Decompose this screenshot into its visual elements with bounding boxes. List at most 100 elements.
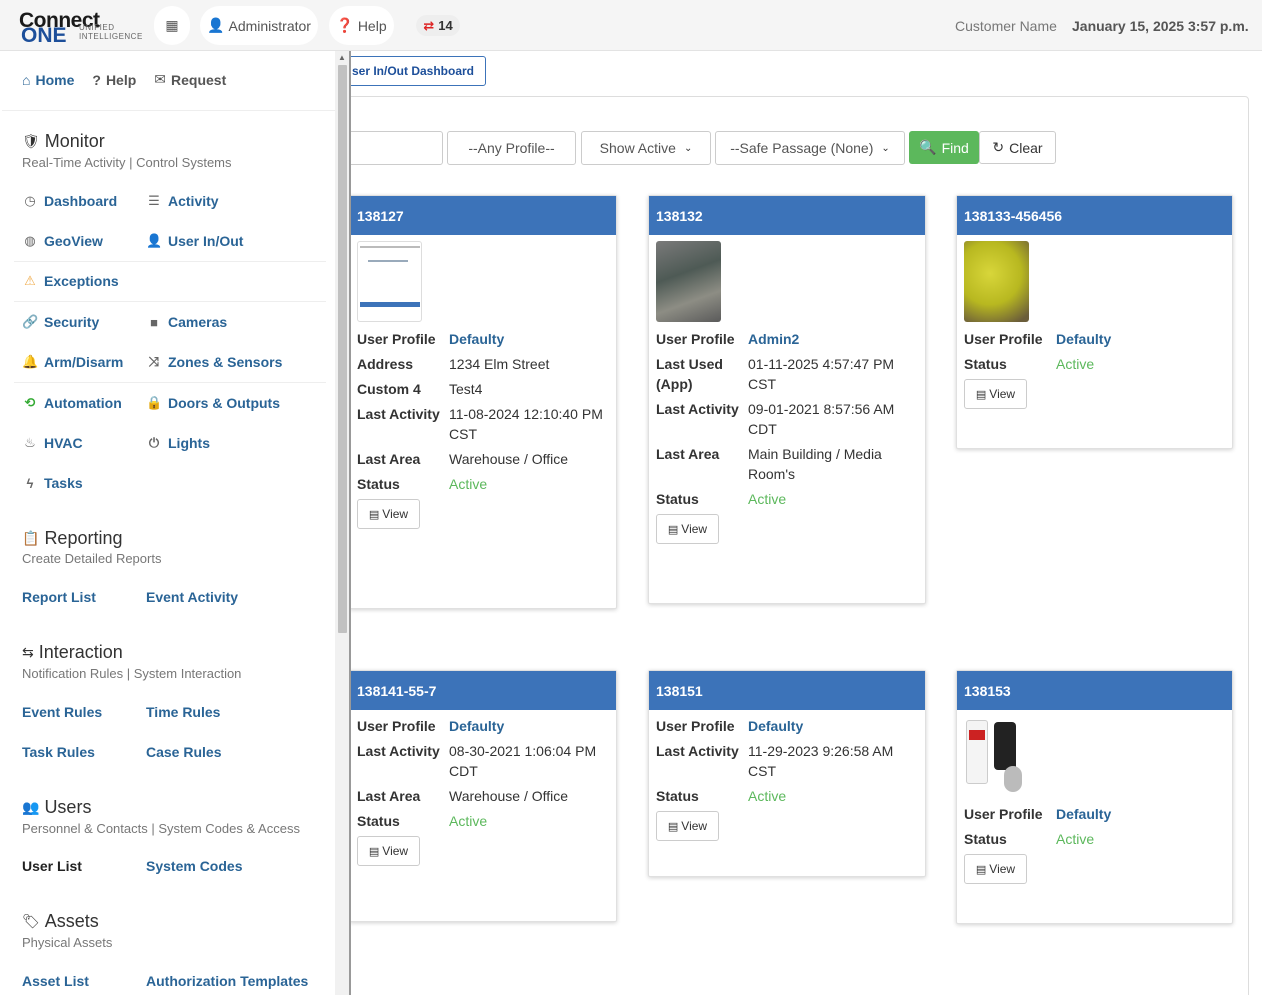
user-card: 138133-456456 User Profile Defaulty Statu… xyxy=(956,195,1233,449)
view-button[interactable]: ▤ View xyxy=(357,836,420,866)
card-user-id[interactable]: 138133-456456 xyxy=(957,196,1232,235)
administrator-menu-button[interactable]: 👤 Administrator xyxy=(200,6,318,45)
view-button[interactable]: ▤ View xyxy=(656,514,719,544)
view-label: View xyxy=(382,507,409,521)
nav-exceptions[interactable]: ⚠ Exceptions xyxy=(22,273,119,289)
field-label: Custom 4 xyxy=(357,381,421,397)
field-label: Status xyxy=(357,476,400,492)
app-grid-button[interactable]: ▦ xyxy=(154,6,190,45)
divider xyxy=(14,261,326,262)
nav-dashboard[interactable]: ◷ Dashboard xyxy=(22,193,117,209)
home-icon: ⌂ xyxy=(22,71,31,88)
field-label: User Profile xyxy=(964,806,1043,822)
nav-authorization-templates[interactable]: Authorization Templates xyxy=(146,973,308,989)
view-button[interactable]: ▤ View xyxy=(656,811,719,841)
user-profile-link[interactable]: Defaulty xyxy=(1056,806,1112,822)
sidebar-menu: ▲ ⌂ Home ? Help ✉ Request 🛡 Monitor Real-Tim… xyxy=(0,51,351,995)
nav-automation[interactable]: ⟲ Automation xyxy=(22,395,122,411)
nav-home[interactable]: ⌂ Home xyxy=(22,71,74,88)
nav-label: Exceptions xyxy=(44,273,119,289)
nav-zones-sensors[interactable]: ⤨ Zones & Sensors xyxy=(146,354,283,370)
user-in-out-dashboard-tab[interactable]: ser In/Out Dashboard xyxy=(350,56,486,86)
nav-geoview[interactable]: ◍ GeoView xyxy=(22,233,103,249)
field-value: Main Building / Media Room's xyxy=(748,446,882,482)
view-button[interactable]: ▤ View xyxy=(964,854,1027,884)
nav-label: Activity xyxy=(168,193,219,209)
search-icon: 🔍 xyxy=(919,139,937,155)
view-button[interactable]: ▤ View xyxy=(357,499,420,529)
scroll-up-icon[interactable]: ▲ xyxy=(338,53,346,62)
connectone-logo[interactable]: Connect ONE UNIFIED INTELLIGENCE xyxy=(19,9,144,47)
nav-hvac[interactable]: ♨ HVAC xyxy=(22,435,82,451)
users-icon: 👥 xyxy=(22,799,40,815)
current-datetime: January 15, 2025 3:57 p.m. xyxy=(1072,18,1249,34)
nav-security[interactable]: 🔗 Security xyxy=(22,314,99,330)
nav-report-list[interactable]: Report List xyxy=(22,589,96,605)
sidebar-top-nav: ⌂ Home ? Help ✉ Request xyxy=(22,71,244,88)
section-users-subtitle: Personnel & Contacts | System Codes & Ac… xyxy=(22,821,300,836)
nav-doors-outputs[interactable]: 🔒 Doors & Outputs xyxy=(146,395,280,411)
nav-system-codes[interactable]: System Codes xyxy=(146,858,242,874)
administrator-label: Administrator xyxy=(228,17,311,34)
divider xyxy=(14,382,326,383)
field-label: User Profile xyxy=(357,718,436,734)
find-button[interactable]: 🔍 Find xyxy=(909,131,979,164)
nav-event-rules[interactable]: Event Rules xyxy=(22,704,102,720)
field-value: 11-08-2024 12:10:40 PM CST xyxy=(449,406,603,442)
profile-select[interactable]: --Any Profile-- xyxy=(447,131,576,165)
section-assets-subtitle: Physical Assets xyxy=(22,935,113,950)
nav-help[interactable]: ? Help xyxy=(92,71,136,88)
transfer-badge[interactable]: ⇄ 14 xyxy=(416,15,460,36)
header-help-button[interactable]: ❓ Help xyxy=(329,6,394,45)
nav-lights[interactable]: ⏻ Lights xyxy=(146,435,210,451)
view-icon: ▤ xyxy=(975,388,987,401)
fire-icon: ♨ xyxy=(24,435,36,450)
card-user-id[interactable]: 138132 xyxy=(649,196,925,235)
card-user-id[interactable]: 138141-55-7 xyxy=(350,671,616,710)
clear-button[interactable]: ↻ Clear xyxy=(979,131,1056,164)
nav-user-in-out[interactable]: 👤 User In/Out xyxy=(146,233,243,249)
nav-label: Tasks xyxy=(44,475,83,491)
nav-task-rules[interactable]: Task Rules xyxy=(22,744,95,760)
view-button[interactable]: ▤ View xyxy=(964,379,1027,409)
nav-label: Authorization Templates xyxy=(146,973,309,989)
card-user-id[interactable]: 138127 xyxy=(350,196,616,235)
view-icon: ▤ xyxy=(368,845,380,858)
nav-user-list[interactable]: User List xyxy=(22,858,82,874)
user-profile-link[interactable]: Admin2 xyxy=(748,331,800,347)
nav-request[interactable]: ✉ Request xyxy=(154,71,226,88)
lock-icon: 🔒 xyxy=(146,395,163,410)
nav-cameras[interactable]: ■ Cameras xyxy=(146,314,227,330)
user-profile-link[interactable]: Defaulty xyxy=(1056,331,1112,347)
user-photo xyxy=(656,241,721,322)
warning-icon: ⚠ xyxy=(24,273,36,288)
search-input[interactable] xyxy=(350,131,443,165)
field-label: Last Activity xyxy=(357,406,440,422)
user-profile-link[interactable]: Defaulty xyxy=(449,331,505,347)
user-profile-link[interactable]: Defaulty xyxy=(449,718,505,734)
nav-arm-disarm[interactable]: 🔔 Arm/Disarm xyxy=(22,354,123,370)
card-user-id[interactable]: 138153 xyxy=(957,671,1232,710)
card-user-id[interactable]: 138151 xyxy=(649,671,925,710)
find-label: Find xyxy=(941,139,969,156)
question-circle-icon: ? xyxy=(92,71,101,88)
section-monitor-subtitle: Real-Time Activity | Control Systems xyxy=(22,155,232,170)
safe-passage-select[interactable]: --Safe Passage (None) ⌄ xyxy=(715,131,905,165)
nav-label: Dashboard xyxy=(44,193,118,209)
nav-case-rules[interactable]: Case Rules xyxy=(146,744,221,760)
nav-label: Task Rules xyxy=(22,744,95,760)
section-users-title: 👥 Users xyxy=(22,797,91,818)
nav-activity[interactable]: ☰ Activity xyxy=(146,193,219,209)
nav-label: Report List xyxy=(22,589,96,605)
active-filter-select[interactable]: Show Active ⌄ xyxy=(581,131,711,165)
view-icon: ▤ xyxy=(667,820,679,833)
nav-time-rules[interactable]: Time Rules xyxy=(146,704,220,720)
nav-tasks[interactable]: ϟ Tasks xyxy=(22,475,83,491)
sidebar-scroll-thumb[interactable] xyxy=(338,65,347,633)
exchange-icon: ⇆ xyxy=(22,644,34,660)
refresh-icon: ↻ xyxy=(992,139,1005,155)
nav-event-activity[interactable]: Event Activity xyxy=(146,589,238,605)
user-profile-link[interactable]: Defaulty xyxy=(748,718,804,734)
nav-asset-list[interactable]: Asset List xyxy=(22,973,89,989)
retweet-icon: ⟲ xyxy=(24,395,36,410)
